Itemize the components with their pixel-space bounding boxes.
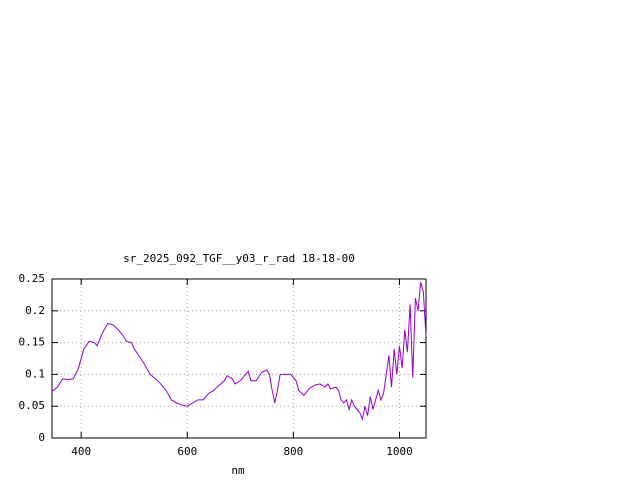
- y-tick-label: 0.25: [19, 272, 46, 285]
- data-line: [51, 282, 427, 421]
- plot-border: [51, 278, 427, 439]
- x-tick-label: 1000: [386, 445, 413, 458]
- y-tick-label: 0.1: [25, 367, 45, 380]
- x-tick-label: 600: [177, 445, 197, 458]
- x-axis-label: nm: [231, 464, 245, 477]
- y-tick-label: 0.2: [25, 304, 45, 317]
- y-tick-label: 0: [38, 431, 45, 444]
- y-tick-label: 0.15: [19, 336, 46, 349]
- chart-title: sr_2025_092_TGF__y03_r_rad 18-18-00: [123, 252, 355, 265]
- y-tick-label: 0.05: [19, 399, 46, 412]
- x-tick-label: 800: [283, 445, 303, 458]
- x-tick-label: 400: [71, 445, 91, 458]
